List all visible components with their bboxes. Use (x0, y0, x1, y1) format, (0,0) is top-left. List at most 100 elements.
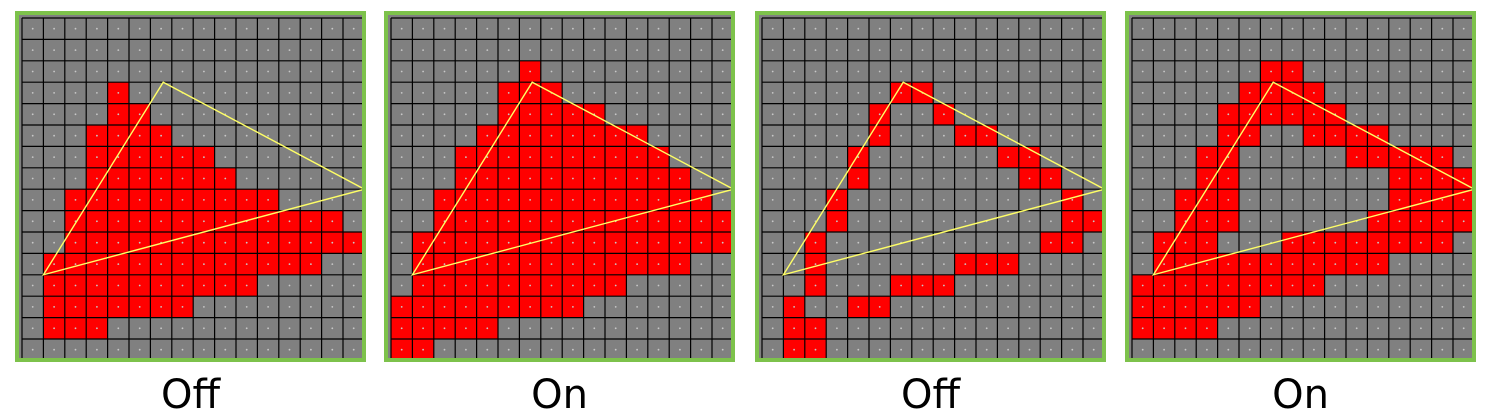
sample-point (422, 92, 424, 94)
sample-point (529, 284, 531, 287)
sample-point (465, 27, 467, 30)
sample-point (331, 348, 334, 351)
sample-point (1270, 113, 1272, 116)
sample-point (1092, 27, 1095, 30)
sample-point (352, 27, 355, 30)
sample-point (1206, 220, 1208, 223)
sample-point (1398, 134, 1401, 137)
sample-point (53, 70, 55, 73)
covered-pixel (343, 232, 362, 254)
sample-point (1007, 156, 1009, 159)
sample-point (352, 49, 355, 51)
sample-point (657, 348, 660, 351)
sample-point (814, 263, 817, 265)
sample-point (814, 284, 817, 287)
sample-point (465, 134, 467, 137)
sample-point (1227, 49, 1230, 51)
sample-point (836, 284, 838, 287)
sample-point (331, 27, 334, 30)
sample-point (1028, 27, 1031, 30)
sample-point (400, 92, 403, 94)
sample-point (572, 220, 574, 223)
sample-point (267, 27, 269, 30)
sample-point (203, 348, 205, 351)
covered-pixel (783, 339, 805, 358)
sample-point (943, 220, 945, 223)
sample-point (614, 113, 617, 116)
sample-point (593, 92, 596, 94)
sample-point (657, 92, 660, 94)
sample-point (1291, 27, 1294, 30)
sample-point (921, 327, 924, 330)
sample-point (1163, 70, 1165, 73)
sample-point (1462, 199, 1465, 201)
sample-point (700, 306, 703, 308)
sample-point (224, 284, 227, 287)
sample-point (593, 327, 596, 330)
sample-point (422, 70, 424, 73)
sample-point (943, 113, 945, 116)
sample-point (331, 70, 334, 73)
sample-point (1270, 327, 1272, 330)
sample-point (1007, 263, 1009, 265)
sample-point (1071, 49, 1074, 51)
sample-point (1184, 199, 1187, 201)
panel-caption: Off (160, 372, 221, 418)
sample-point (878, 348, 881, 351)
sample-point (422, 134, 424, 137)
sample-point (1092, 49, 1095, 51)
sample-point (1028, 220, 1031, 223)
sample-point (1163, 306, 1165, 308)
sample-point (138, 70, 141, 73)
sample-point (443, 284, 446, 287)
sample-point (793, 70, 795, 73)
sample-point (636, 177, 638, 180)
sample-point (1398, 156, 1401, 159)
sample-point (138, 263, 141, 265)
sample-point (1462, 327, 1465, 330)
sample-point (203, 220, 205, 223)
sample-point (985, 113, 988, 116)
sample-point (657, 177, 660, 180)
sample-point (1206, 327, 1208, 330)
sample-point (203, 263, 205, 265)
sample-point (1206, 284, 1208, 287)
sample-point (74, 284, 77, 287)
sample-point (878, 134, 881, 137)
sample-point (1028, 113, 1031, 116)
sample-point (31, 327, 34, 330)
sample-point (700, 220, 703, 223)
sample-point (288, 177, 291, 180)
sample-point (1184, 327, 1187, 330)
sample-point (1184, 113, 1187, 116)
sample-point (331, 284, 334, 287)
sample-point (331, 92, 334, 94)
sample-point (857, 27, 860, 30)
sample-point (1377, 134, 1379, 137)
sample-point (700, 92, 703, 94)
sample-point (1420, 220, 1422, 223)
sample-point (900, 49, 902, 51)
sample-point (138, 348, 141, 351)
sample-point (921, 306, 924, 308)
sample-point (1313, 263, 1315, 265)
sample-point (245, 327, 248, 330)
sample-point (74, 263, 77, 265)
sample-point (943, 241, 945, 244)
sample-point (288, 348, 291, 351)
sample-point (771, 306, 774, 308)
sample-point (310, 27, 312, 30)
sample-point (700, 70, 703, 73)
panel-caption: On (531, 372, 588, 418)
sample-point (400, 49, 403, 51)
sample-point (1462, 284, 1465, 287)
sample-point (1141, 113, 1144, 116)
sample-point (1071, 241, 1074, 244)
sample-point (138, 27, 141, 30)
sample-point (96, 241, 98, 244)
sample-point (1462, 306, 1465, 308)
sample-point (1334, 348, 1337, 351)
sample-point (31, 156, 34, 159)
sample-point (679, 70, 681, 73)
sample-point (721, 177, 724, 180)
